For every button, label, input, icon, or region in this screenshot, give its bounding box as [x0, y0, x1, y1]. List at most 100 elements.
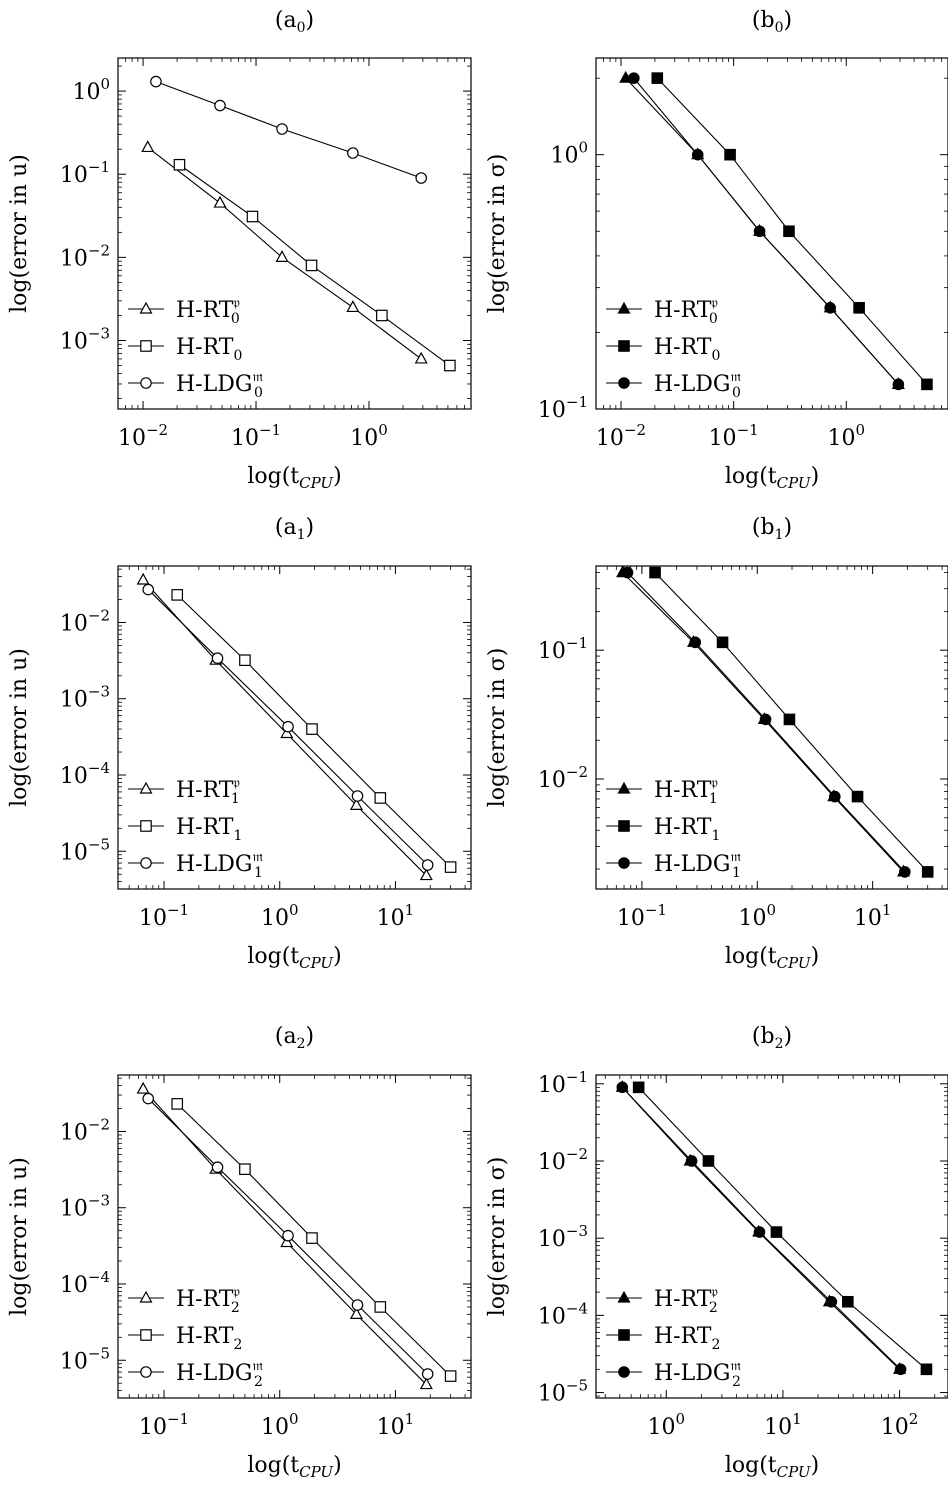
- data-point: [651, 72, 664, 84]
- y-tick-label: 10−1: [538, 1068, 588, 1098]
- legend-marker: [140, 340, 152, 352]
- x-tick-label: 101: [377, 901, 415, 931]
- data-point: [824, 302, 837, 314]
- data-point: [211, 652, 224, 664]
- y-tick-label: 10−1: [538, 634, 588, 664]
- data-point: [419, 868, 433, 881]
- plot-frame: [595, 57, 948, 410]
- data-point: [444, 359, 456, 372]
- minor-ticks: [595, 58, 948, 409]
- y-tick-label: 10−2: [60, 241, 110, 271]
- legend: H-RT𝔭 0 H-RT0 H-LDG𝔪 0: [128, 295, 263, 401]
- x-tick-label: 100: [739, 901, 777, 931]
- data-point: [691, 148, 704, 161]
- data-point: [421, 859, 434, 871]
- x-tick-label: 100: [647, 1410, 685, 1440]
- data-point: [171, 589, 184, 601]
- x-axis-label: log(tCPU): [725, 944, 819, 972]
- y-axis-label: log(error in u): [7, 1157, 32, 1316]
- data-point: [347, 147, 359, 159]
- series-0: [136, 1081, 433, 1390]
- y-tick-label: 10−5: [538, 1377, 588, 1407]
- data-point: [649, 566, 661, 579]
- legend-marker: [618, 1366, 630, 1378]
- legend-marker: [617, 1290, 631, 1303]
- y-axis-label: log(error in u): [7, 648, 32, 807]
- series-line: [155, 81, 422, 179]
- chart-a2: (a2) 10−1 100 101 10−5 10−4 10−3 10−2 log(tCPU) l…: [7, 1024, 472, 1481]
- y-tick-label: 10−5: [60, 1344, 110, 1374]
- panel-title: (a0): [275, 8, 314, 36]
- legend: H-RT𝔭 2 H-RT2 H-LDG𝔪 2: [606, 1284, 741, 1390]
- minor-ticks: [117, 566, 471, 889]
- legend-marker: [618, 340, 630, 352]
- legend-marker: [617, 781, 631, 794]
- y-axis-label: log(error in u): [7, 154, 32, 313]
- legend-marker: [618, 1329, 630, 1341]
- plot-frame: [117, 565, 472, 890]
- legend-label: H-RT𝔭 2: [654, 1284, 718, 1316]
- series-0: [141, 140, 428, 364]
- x-tick-label: 10−1: [617, 901, 667, 931]
- y-tick-label: 10−4: [60, 759, 110, 789]
- plot-frame: [595, 565, 948, 890]
- chart-b0: (b0) 10−2 10−1 100 10−1 100 log(tCPU) log(error…: [485, 8, 948, 492]
- legend-marker: [617, 301, 631, 314]
- x-tick-label: 10−1: [709, 421, 759, 451]
- y-tick-label: 10−5: [60, 835, 110, 865]
- data-point: [702, 1155, 715, 1167]
- data-point: [853, 302, 865, 314]
- x-axis-label: log(tCPU): [725, 464, 819, 492]
- legend-marker: [618, 377, 630, 389]
- data-point: [275, 250, 289, 262]
- y-tick-label: 10−2: [538, 1145, 588, 1175]
- data-point: [759, 713, 772, 726]
- data-point: [214, 99, 226, 112]
- series-2: [142, 583, 434, 871]
- x-axis-label: log(tCPU): [247, 1453, 341, 1481]
- data-point: [349, 798, 363, 810]
- series-line: [147, 146, 422, 360]
- data-point: [689, 636, 702, 649]
- y-tick-label: 10−3: [60, 325, 110, 355]
- legend-label: H-RT𝔭 0: [654, 295, 718, 327]
- series-1: [649, 566, 934, 878]
- legend-marker: [140, 1329, 152, 1341]
- data-point: [716, 636, 729, 649]
- y-tick-label: 10−3: [538, 1222, 588, 1252]
- legend-label: H-RT𝔭 1: [176, 775, 240, 807]
- data-point: [753, 1226, 766, 1238]
- legend-label: H-RT1: [176, 815, 242, 844]
- legend-label: H-RT2: [654, 1324, 720, 1353]
- legend: H-RT𝔭 1 H-RT1 H-LDG𝔪 1: [606, 775, 741, 881]
- data-point: [306, 1232, 318, 1244]
- series-1: [171, 1098, 457, 1382]
- data-point: [150, 75, 162, 88]
- panel-title: (a1): [275, 515, 314, 543]
- series-1: [171, 589, 457, 873]
- x-tick-label: 100: [350, 421, 388, 451]
- data-point: [419, 1377, 433, 1390]
- data-point: [142, 583, 155, 596]
- legend-marker: [139, 781, 153, 794]
- data-point: [920, 1363, 933, 1376]
- data-point: [346, 300, 360, 313]
- series-1: [173, 158, 456, 372]
- plot-frame: [117, 57, 472, 410]
- x-tick-label: 10−2: [596, 421, 646, 451]
- data-point: [632, 1081, 645, 1094]
- data-point: [306, 723, 318, 735]
- y-tick-label: 10−3: [60, 1192, 110, 1222]
- data-point: [142, 1092, 155, 1105]
- legend-marker: [139, 301, 153, 314]
- x-axis-label: log(tCPU): [247, 464, 341, 492]
- data-point: [921, 378, 933, 391]
- data-point: [246, 210, 259, 223]
- data-point: [685, 1155, 698, 1167]
- legend-marker: [618, 857, 630, 869]
- data-point: [282, 720, 294, 733]
- y-tick-label: 10−1: [538, 393, 588, 423]
- data-point: [899, 866, 911, 878]
- data-point: [239, 654, 251, 667]
- legend-label: H-LDG𝔪 1: [176, 849, 263, 881]
